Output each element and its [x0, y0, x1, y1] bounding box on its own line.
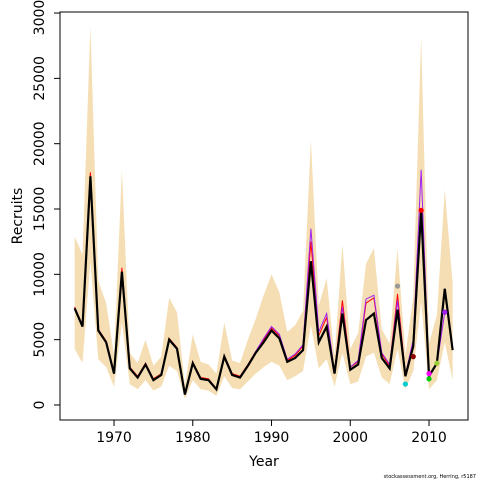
- terminal-point: [442, 309, 448, 315]
- terminal-point: [394, 283, 401, 289]
- x-tick-label: 2010: [411, 430, 447, 446]
- terminal-point: [410, 354, 416, 360]
- x-tick-label: 1980: [175, 430, 211, 446]
- y-tick-label: 30000: [32, 0, 48, 35]
- plot-frame: [59, 11, 469, 421]
- x-tick-label: 1990: [254, 430, 290, 446]
- x-tick-label: 1970: [96, 430, 132, 446]
- x-axis-title: Year: [248, 454, 279, 470]
- y-tick-label: 20000: [32, 121, 48, 166]
- terminal-point: [418, 207, 424, 213]
- y-tick-label: 0: [32, 401, 48, 410]
- y-axis-title: Recruits: [10, 188, 26, 245]
- footer: stockassessment.org, Herring, r5187: [384, 474, 476, 480]
- y-tick-label: 15000: [32, 187, 48, 232]
- series-line: [73, 176, 454, 395]
- terminal-point: [426, 371, 432, 377]
- confidence-band: [74, 26, 453, 399]
- x-tick-label: 2000: [332, 430, 368, 446]
- y-tick-label: 10000: [32, 252, 48, 297]
- terminal-point: [426, 376, 432, 382]
- terminal-point: [434, 360, 440, 366]
- y-tick-label: 5000: [32, 322, 48, 358]
- y-tick-label: 25000: [32, 56, 48, 101]
- terminal-point: [402, 381, 408, 387]
